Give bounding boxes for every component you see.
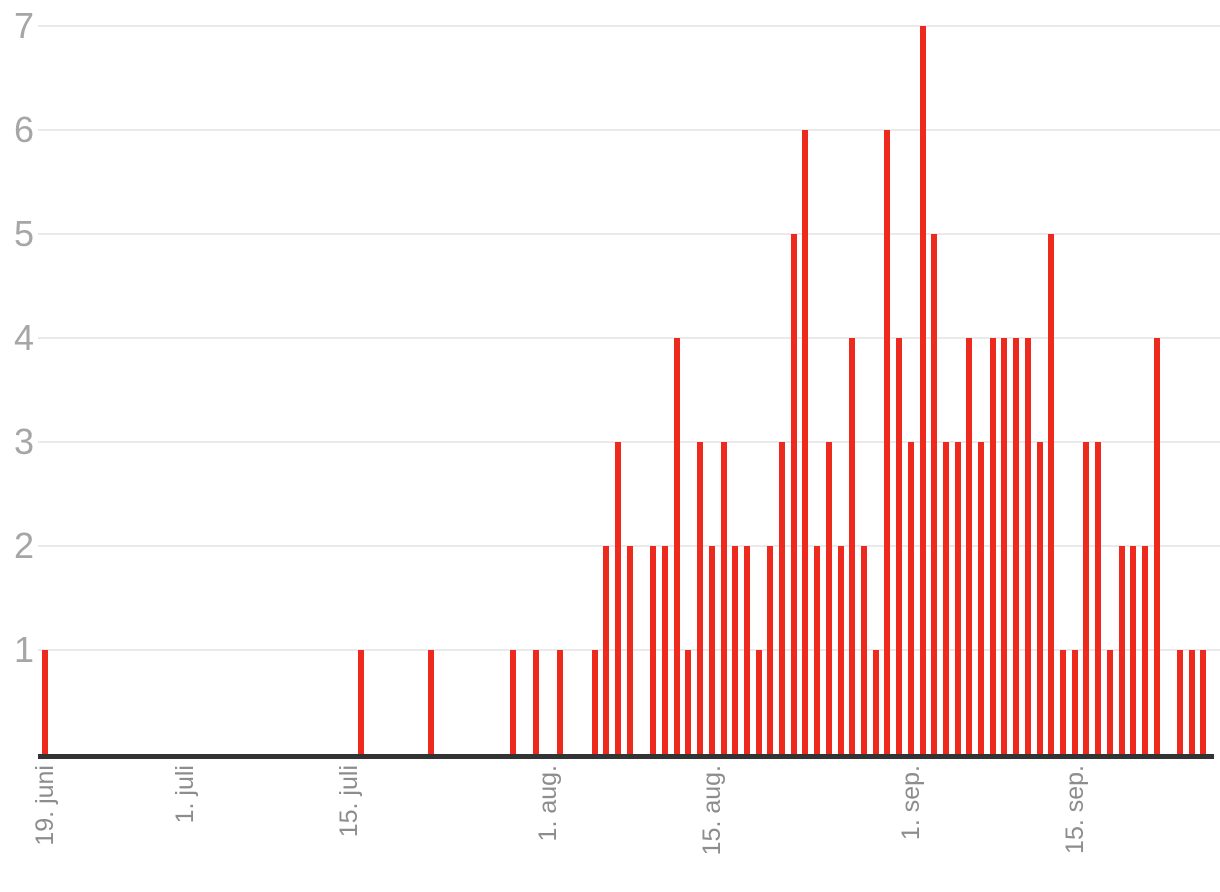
x-axis-tick-label: 1. sep. <box>896 765 925 841</box>
x-axis-line <box>38 754 1214 759</box>
bar-24-aug[interactable] <box>814 546 821 754</box>
bar-26-aug[interactable] <box>837 546 844 754</box>
bar-16-aug[interactable] <box>720 442 727 754</box>
bar-13-sep[interactable] <box>1048 234 1055 754</box>
bar-2-aug[interactable] <box>556 650 563 754</box>
bar-17-sep[interactable] <box>1095 442 1102 754</box>
bar-20-aug[interactable] <box>767 546 774 754</box>
bar-16-sep[interactable] <box>1083 442 1090 754</box>
gridline-y-4 <box>38 337 1220 339</box>
y-axis-tick-label: 2 <box>13 525 34 566</box>
bar-15-sep[interactable] <box>1071 650 1078 754</box>
gridline-y-5 <box>38 233 1220 235</box>
bar-14-aug[interactable] <box>697 442 704 754</box>
x-axis-tick-label: 15. sep. <box>1060 765 1089 854</box>
bar-7-sep[interactable] <box>978 442 985 754</box>
bar-28-aug[interactable] <box>860 546 867 754</box>
bar-29-aug[interactable] <box>872 650 879 754</box>
bar-24-sep[interactable] <box>1177 650 1184 754</box>
bar-14-sep[interactable] <box>1060 650 1066 754</box>
y-axis-tick-label: 4 <box>13 317 34 358</box>
bar-8-aug[interactable] <box>626 546 633 754</box>
bar-4-sep[interactable] <box>942 442 949 754</box>
bar-19-juni[interactable] <box>41 650 48 754</box>
bar-10-sep[interactable] <box>1013 338 1020 754</box>
bar-30-aug[interactable] <box>884 130 891 754</box>
bar-11-aug[interactable] <box>661 546 668 754</box>
bar-17-aug[interactable] <box>732 546 739 754</box>
x-axis-tick-label: 19. juni <box>30 765 59 846</box>
bar-6-sep[interactable] <box>966 338 973 754</box>
bar-12-sep[interactable] <box>1036 442 1043 754</box>
bar-31-aug[interactable] <box>896 338 903 754</box>
bar-19-sep[interactable] <box>1118 546 1125 754</box>
bar-6-aug[interactable] <box>603 546 610 754</box>
bar-5-sep[interactable] <box>954 442 961 754</box>
bar-3-sep[interactable] <box>931 234 938 754</box>
gridline-y-7 <box>38 25 1220 27</box>
bar-19-aug[interactable] <box>755 650 762 754</box>
bar-16-juli[interactable] <box>357 650 364 754</box>
bar-5-aug[interactable] <box>591 650 598 754</box>
bar-12-aug[interactable] <box>673 338 680 754</box>
gridline-y-6 <box>38 129 1220 131</box>
y-axis-tick-label: 3 <box>13 421 34 462</box>
bar-25-sep[interactable] <box>1188 650 1195 754</box>
bar-9-sep[interactable] <box>1001 338 1008 754</box>
x-axis-tick-label: 1. aug. <box>533 765 562 842</box>
bar-29-juli[interactable] <box>509 650 516 754</box>
bar-18-sep[interactable] <box>1106 650 1113 754</box>
bar-21-aug[interactable] <box>779 442 786 754</box>
bar-23-aug[interactable] <box>802 130 809 754</box>
bar-31-juli[interactable] <box>533 650 540 754</box>
y-axis-tick-label: 1 <box>13 629 34 670</box>
y-axis-tick-label: 5 <box>13 213 34 254</box>
x-axis-tick-label: 15. juli <box>334 765 363 838</box>
gridline-y-3 <box>38 441 1220 443</box>
bar-21-sep[interactable] <box>1141 546 1148 754</box>
bar-25-aug[interactable] <box>825 442 832 754</box>
bar-7-aug[interactable] <box>615 442 622 754</box>
bar-22-juli[interactable] <box>427 650 434 754</box>
bar-20-sep[interactable] <box>1130 546 1137 754</box>
bar-13-aug[interactable] <box>685 650 692 754</box>
x-axis-tick-label: 15. aug. <box>697 765 726 856</box>
bar-11-sep[interactable] <box>1024 338 1031 754</box>
y-axis-tick-label: 7 <box>13 5 34 46</box>
bar-8-sep[interactable] <box>989 338 996 754</box>
y-axis-tick-label: 6 <box>13 109 34 150</box>
bar-2-sep[interactable] <box>919 26 926 754</box>
bar-27-aug[interactable] <box>849 338 856 754</box>
bar-22-sep[interactable] <box>1153 338 1160 754</box>
bar-26-sep[interactable] <box>1200 650 1207 754</box>
bar-18-aug[interactable] <box>743 546 750 754</box>
bar-15-aug[interactable] <box>708 546 715 754</box>
bar-22-aug[interactable] <box>790 234 797 754</box>
bar-10-aug[interactable] <box>650 546 657 754</box>
x-axis-tick-label: 1. juli <box>170 765 199 824</box>
bar-1-sep[interactable] <box>907 442 914 754</box>
